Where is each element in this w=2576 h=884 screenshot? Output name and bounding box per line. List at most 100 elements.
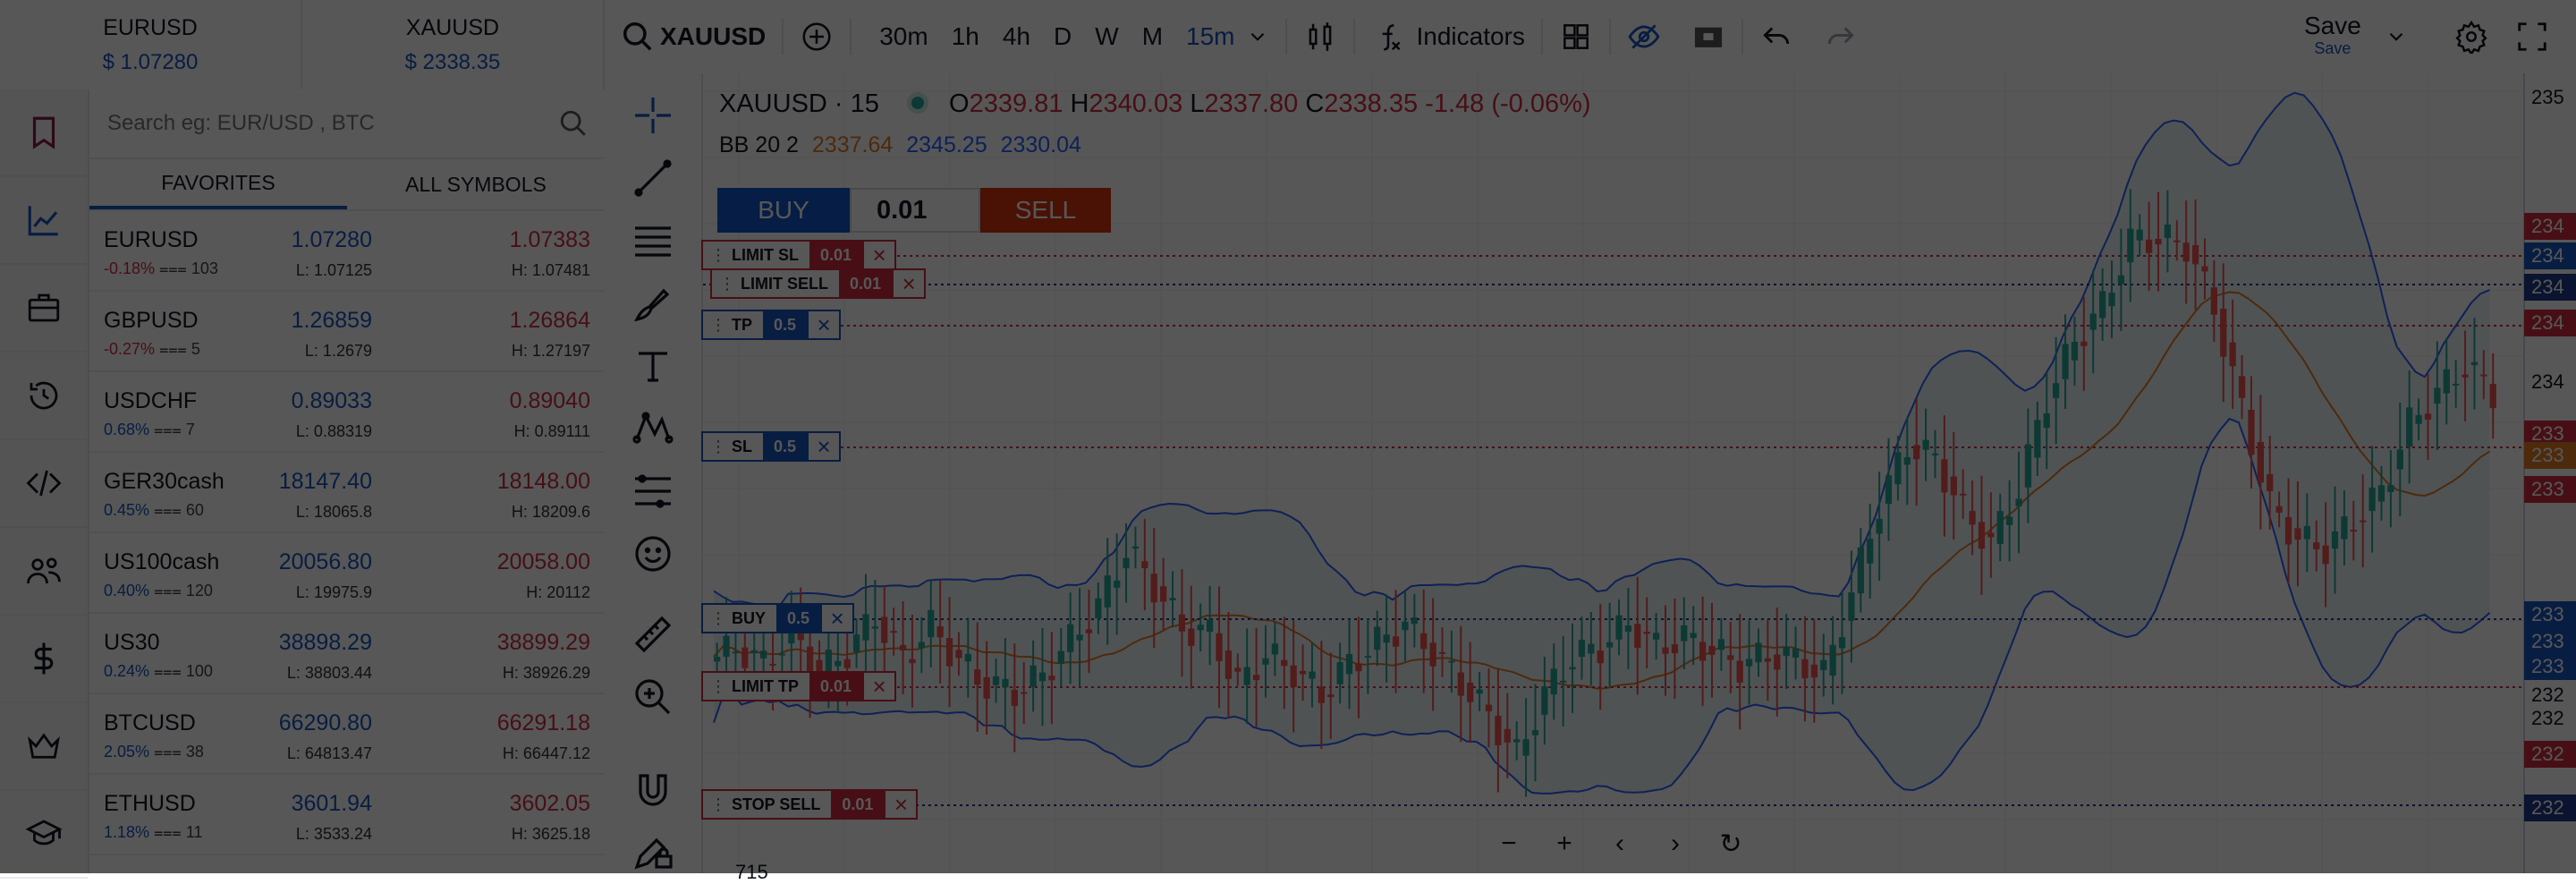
zoom-in-button[interactable]: + [1556, 829, 1572, 858]
watchlist-row-eurusd[interactable]: EURUSD -0.18% ⩶ 103 1.07280 L: 1.07125 1.073… [89, 211, 605, 292]
watchlist-row-us100cash[interactable]: US100cash 0.40% ⩶ 120 20056.80 L: 19975.9 20… [89, 533, 605, 614]
candle-body [2443, 369, 2450, 394]
zoom-out-button[interactable]: − [1501, 829, 1517, 858]
quote-xauusd[interactable]: XAUUSD $ 2338.35 [302, 0, 605, 89]
scroll-left-button[interactable]: ‹ [1615, 829, 1624, 858]
watchlist-row-usdchf[interactable]: USDCHF 0.68% ⩶ 7 0.89033 L: 0.88319 0.89040 H… [89, 372, 605, 453]
chart-area[interactable]: XAUUSD · 15 O2339.81 H2340.03 L2337.80 C… [701, 73, 2576, 883]
price-tag: 234 [2531, 370, 2564, 393]
search-input[interactable] [106, 110, 558, 137]
sidebar-item-portfolio[interactable] [0, 265, 88, 353]
timeframe-m[interactable]: M [1141, 22, 1164, 50]
timeframe-w[interactable]: W [1095, 22, 1119, 50]
emoji-tool[interactable] [629, 530, 677, 578]
sidebar-item-code[interactable] [0, 440, 88, 528]
sidebar-item-academy[interactable] [0, 791, 88, 879]
order-sl[interactable]: SL0.5× [701, 431, 842, 462]
search-icon[interactable] [558, 108, 589, 139]
indicators-button[interactable]: Indicators [1371, 0, 1525, 73]
close-icon[interactable]: × [820, 605, 852, 632]
candle-body [852, 634, 860, 652]
close-icon[interactable]: × [862, 673, 894, 700]
layouts-button[interactable] [1559, 0, 1593, 73]
redo-button[interactable] [1824, 0, 1858, 73]
close-icon[interactable]: × [807, 311, 839, 338]
fib-tool[interactable] [629, 467, 677, 515]
order-tp[interactable]: TP0.5× [701, 310, 842, 340]
magnet-tool[interactable] [629, 768, 677, 816]
chart-type-button[interactable] [1303, 0, 1337, 73]
save-button[interactable]: Save Save [2304, 13, 2361, 58]
add-symbol-button[interactable] [800, 0, 834, 73]
fullscreen-button[interactable] [2515, 0, 2549, 73]
brush-icon [634, 288, 670, 322]
brush-tool[interactable] [629, 279, 677, 327]
dollar-icon [34, 642, 54, 675]
text-tool[interactable] [629, 342, 677, 390]
watchlist-row-btcusd[interactable]: BTCUSD 2.05% ⩶ 38 66290.80 L: 64813.47 66291… [89, 694, 605, 775]
crosshair-tool[interactable] [629, 91, 677, 140]
sidebar-item-social[interactable] [0, 528, 88, 616]
bb-legend[interactable]: BB 20 2 2337.64 2345.25 2330.04 [719, 132, 1081, 158]
row-change: 0.68% ⩶ 7 [104, 421, 195, 439]
buy-button[interactable]: BUY [717, 188, 850, 233]
sidebar-item-history[interactable] [0, 353, 88, 440]
volume-icon: ⩶ [149, 421, 186, 438]
save-dropdown[interactable] [2385, 0, 2408, 73]
close-icon[interactable]: × [884, 791, 916, 818]
candle-body [1941, 459, 1948, 493]
horizontal-lines-tool[interactable] [629, 217, 677, 265]
candle-body [1076, 634, 1083, 641]
tab-favorites[interactable]: FAVORITES [89, 159, 347, 209]
candle-body [1355, 663, 1362, 672]
candle-body [2480, 374, 2487, 377]
watchlist-row-gbpusd[interactable]: GBPUSD -0.27% ⩶ 5 1.26859 L: 1.2679 1.26864 H… [89, 292, 605, 372]
ruler-tool[interactable] [629, 610, 677, 659]
order-limit-sl[interactable]: LIMIT SL0.01× [701, 240, 897, 270]
watchlist-row-us30[interactable]: US30 0.24% ⩶ 100 38898.29 L: 38803.44 38899.… [89, 614, 605, 694]
settings-button[interactable] [2454, 0, 2488, 73]
candle-body [1104, 575, 1111, 608]
row-symbol: EURUSD [104, 227, 199, 252]
sell-button[interactable]: SELL [980, 188, 1111, 233]
chevron-down-icon[interactable] [1246, 25, 1269, 48]
order-limit-tp[interactable]: LIMIT TP0.01× [701, 671, 897, 701]
sidebar-item-watchlist[interactable] [0, 89, 88, 177]
watchlist-row-ethusd[interactable]: ETHUSD 1.18% ⩶ 11 3601.94 L: 3533.24 3602.05… [89, 775, 605, 855]
watchlist-row-ger30cash[interactable]: GER30cash 0.45% ⩶ 60 18147.40 L: 18065.8 181… [89, 453, 605, 533]
change-percent: 0.45% [104, 501, 150, 519]
timeframe-15m[interactable]: 15m [1186, 22, 1235, 50]
candle-body [2220, 308, 2227, 357]
close-icon[interactable]: × [892, 270, 924, 297]
lot-size-input[interactable]: 0.01 [850, 188, 980, 233]
volume-value: 5 [191, 340, 200, 358]
trend-line-tool[interactable] [629, 154, 677, 202]
row-high: H: 1.27197 [511, 342, 590, 360]
symbol-search[interactable]: XAUUSD [621, 0, 766, 73]
close-icon[interactable]: × [807, 433, 839, 460]
screenshot-button[interactable] [1691, 0, 1725, 73]
timeframe-30m[interactable]: 30m [879, 22, 928, 50]
pattern-tool[interactable] [629, 404, 677, 453]
change-percent: 0.40% [104, 582, 150, 599]
reset-chart-button[interactable]: ↻ [1719, 829, 1742, 859]
timeframe-4h[interactable]: 4h [1002, 22, 1031, 50]
lock-drawings-tool[interactable] [629, 827, 677, 875]
sidebar-item-premium[interactable] [0, 703, 88, 791]
close-icon[interactable]: × [862, 242, 894, 268]
quote-eurusd[interactable]: EURUSD $ 1.07280 [0, 0, 302, 89]
timeframe-1h[interactable]: 1h [951, 22, 979, 50]
timeframe-d[interactable]: D [1054, 22, 1072, 50]
undo-button[interactable] [1759, 0, 1793, 73]
candle-body [2182, 242, 2190, 262]
sidebar-item-funds[interactable] [0, 616, 88, 703]
sidebar-item-chart[interactable] [0, 177, 88, 265]
tab-all-symbols[interactable]: ALL SYMBOLS [405, 172, 547, 196]
hide-button[interactable] [1627, 0, 1661, 73]
candle-body [2434, 387, 2441, 404]
scroll-right-button[interactable]: › [1671, 829, 1680, 858]
zoom-tool[interactable] [629, 673, 677, 721]
